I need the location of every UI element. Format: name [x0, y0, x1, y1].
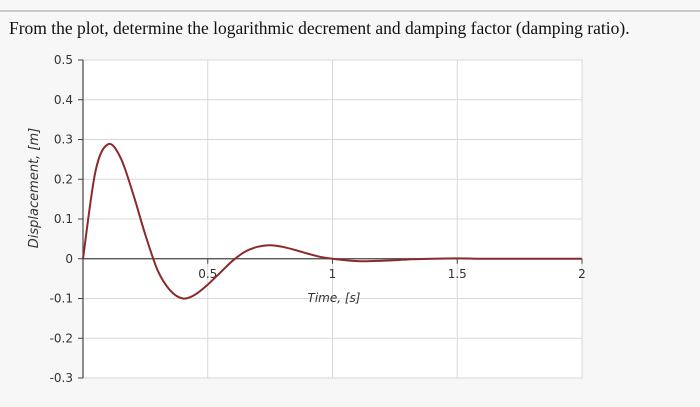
y-tick-label: 0.3: [54, 133, 73, 147]
y-tick-label: -0.2: [50, 331, 73, 345]
y-axis-label: Displacement, [m]: [27, 128, 42, 248]
x-tick-label: 1: [329, 267, 337, 281]
y-tick-label: 0.2: [54, 172, 73, 186]
question-text: From the plot, determine the logarithmic…: [9, 18, 630, 38]
x-tick-label: 1.5: [448, 267, 467, 281]
y-tick-label: -0.1: [50, 292, 73, 306]
chart-container: 0.5 0.4 0.3 0.2 0.1 0 -0.1 -0.2 -0.3 0.5 1 1.5 2 Tim…: [0, 40, 700, 403]
y-tick-label: 0.1: [54, 212, 73, 226]
y-tick-label: 0.5: [54, 53, 73, 67]
y-tick-label: -0.3: [50, 371, 73, 385]
displacement-curve: [82, 142, 582, 300]
data-series: [82, 142, 582, 300]
y-tick-label: 0: [65, 252, 73, 266]
top-divider: [0, 10, 700, 12]
damped-oscillation-chart: 0.5 0.4 0.3 0.2 0.1 0 -0.1 -0.2 -0.3 0.5 1 1.5 2 Tim…: [27, 53, 586, 385]
x-tick-label: 0.5: [198, 267, 217, 281]
x-tick-label: 2: [578, 267, 586, 281]
x-axis-label: Time, [s]: [308, 291, 361, 305]
tick-labels: 0.5 0.4 0.3 0.2 0.1 0 -0.1 -0.2 -0.3 0.5 1 1.5 2: [50, 53, 586, 385]
y-tick-label: 0.4: [54, 93, 73, 107]
grid-lines: [83, 59, 583, 379]
